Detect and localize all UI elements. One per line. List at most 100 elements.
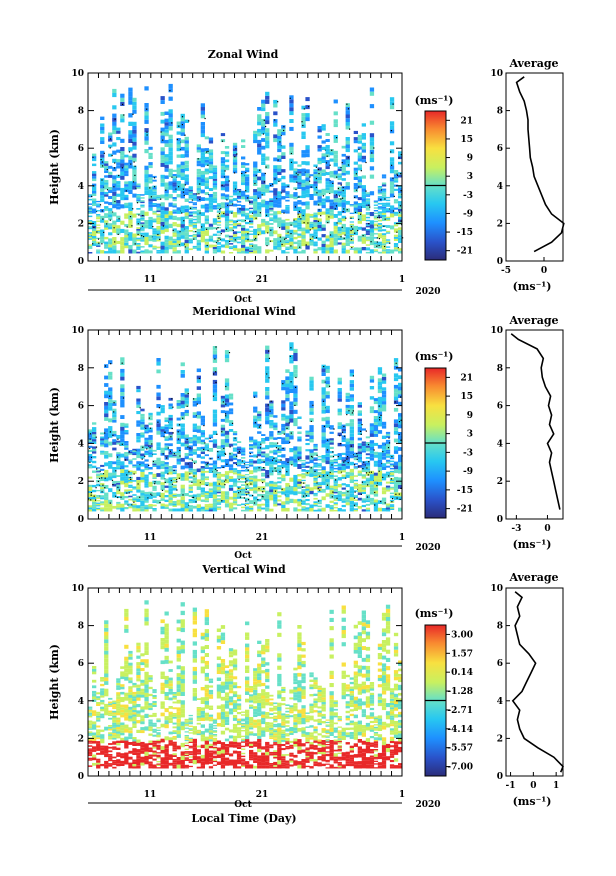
heatmap-cell: [176, 502, 181, 506]
heatmap-cell: [269, 204, 274, 206]
heatmap-cell: [273, 422, 278, 426]
heatmap-cell: [224, 167, 230, 171]
heatmap-cell: [341, 452, 346, 455]
data-dot: [225, 415, 227, 417]
heatmap-cell: [144, 494, 149, 497]
heatmap-cell: [377, 444, 383, 449]
heatmap-cell: [281, 491, 286, 495]
data-dot: [315, 237, 318, 239]
heatmap-cell: [289, 241, 294, 246]
data-dot: [118, 174, 120, 177]
heatmap-cell: [100, 219, 105, 223]
heatmap-cell: [220, 433, 226, 437]
heatmap-cell: [148, 198, 153, 202]
heatmap-cell: [112, 130, 117, 135]
heatmap-cell: [333, 461, 338, 464]
colorbar-unit: (ms⁻¹): [415, 94, 454, 107]
data-dot: [367, 444, 370, 446]
heatmap-cell: [393, 234, 399, 237]
data-dot: [348, 410, 350, 412]
heatmap-cell: [373, 430, 379, 434]
heatmap-cell: [168, 500, 173, 503]
heatmap-cell: [357, 402, 362, 405]
heatmap-cell: [361, 142, 366, 147]
heatmap-cell: [301, 187, 306, 191]
heatmap-cell: [265, 461, 270, 466]
heatmap-cell: [245, 490, 250, 492]
heatmap-cell: [200, 148, 205, 153]
heatmap-cell: [349, 383, 354, 388]
heatmap-cell: [269, 420, 274, 423]
heatmap-cell: [144, 446, 149, 449]
heatmap-cell: [208, 164, 214, 168]
heatmap-cell: [265, 221, 270, 226]
data-dot: [384, 218, 386, 220]
heatmap-cell: [345, 185, 350, 190]
heatmap-cell: [317, 228, 322, 232]
heatmap-cell: [245, 510, 250, 512]
heatmap-cell: [389, 499, 395, 502]
heatmap-cell: [96, 232, 101, 234]
heatmap-cell: [253, 176, 258, 180]
heatmap-cell: [337, 466, 342, 471]
heatmap-cell: [108, 238, 113, 242]
heatmap-cell: [136, 508, 141, 512]
heatmap-cell: [164, 448, 169, 451]
heatmap-cell: [381, 184, 387, 187]
heatmap-cell: [297, 180, 302, 183]
heatmap-cell: [176, 174, 181, 178]
heatmap-cell: [325, 486, 330, 490]
heatmap-cell: [377, 187, 383, 190]
heatmap-cell: [325, 475, 330, 479]
data-dot: [131, 225, 133, 227]
heatmap-cell: [273, 425, 278, 428]
heatmap-cell: [398, 211, 403, 215]
heatmap-cell: [216, 224, 222, 226]
heatmap-cell: [216, 248, 222, 250]
heatmap-cell: [96, 245, 101, 247]
heatmap-cell: [236, 480, 242, 483]
data-dot: [238, 452, 240, 454]
heatmap-cell: [124, 458, 129, 461]
heatmap-cell: [313, 169, 318, 172]
heatmap-cell: [168, 143, 173, 148]
heatmap-cell: [389, 473, 395, 476]
heatmap-cell: [136, 223, 141, 226]
heatmap-cell: [241, 489, 246, 491]
heatmap-cell: [313, 178, 318, 182]
heatmap-cell: [277, 473, 282, 476]
heatmap-cell: [216, 475, 222, 477]
data-dot: [335, 479, 337, 481]
heatmap-cell: [337, 186, 342, 189]
heatmap-cell: [313, 229, 318, 232]
heatmap-cell: [381, 204, 387, 207]
heatmap-cell: [140, 201, 145, 204]
heatmap-cell: [92, 193, 97, 196]
heatmap-cell: [305, 503, 310, 506]
heatmap-cell: [144, 103, 149, 108]
heatmap-cell: [297, 209, 302, 212]
data-dot: [172, 406, 174, 408]
data-dot: [325, 162, 328, 164]
heatmap-cell: [132, 486, 137, 488]
heatmap-cell: [92, 186, 97, 189]
data-dot: [362, 235, 364, 237]
heatmap-cell: [144, 249, 149, 254]
data-dot: [378, 470, 380, 472]
heatmap-cell: [100, 181, 105, 185]
data-dot: [238, 478, 240, 481]
heatmap-cell: [120, 496, 125, 500]
heatmap-cell: [281, 223, 286, 227]
heatmap-cell: [317, 202, 322, 206]
heatmap-cell: [293, 373, 298, 378]
heatmap-cell: [293, 487, 298, 492]
heatmap-cell: [224, 402, 230, 407]
heatmap-cell: [184, 232, 189, 237]
heatmap-cell: [265, 370, 270, 375]
heatmap-cell: [120, 395, 125, 400]
heatmap-cell: [261, 480, 266, 483]
heatmap-cell: [104, 496, 109, 501]
heatmap-cell: [273, 415, 278, 418]
heatmap-cell: [329, 466, 334, 469]
heatmap-cell: [281, 413, 286, 418]
